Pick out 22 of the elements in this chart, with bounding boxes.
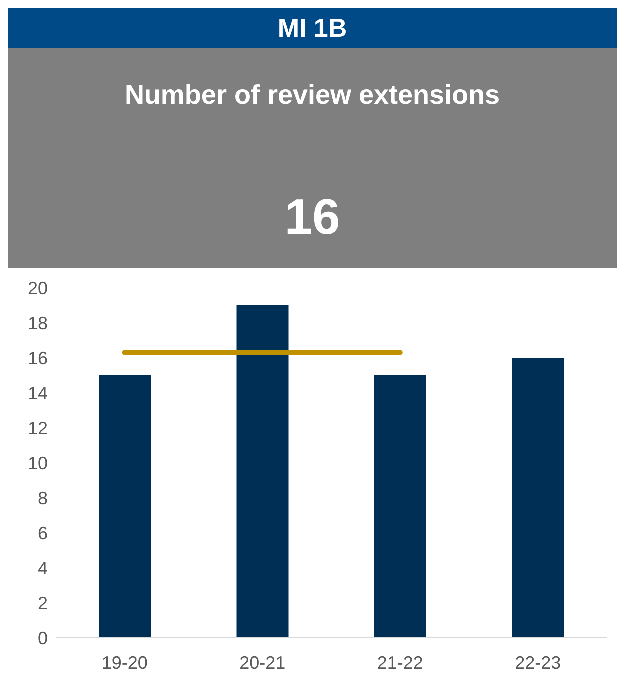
x-tick-label: 21-22 <box>377 652 424 673</box>
y-tick-label: 6 <box>38 523 48 544</box>
x-tick-label: 22-23 <box>515 652 562 673</box>
bar <box>374 376 426 638</box>
text: 16 <box>284 188 342 246</box>
chart-title: MI 1B <box>8 8 617 48</box>
y-tick-label: 10 <box>28 453 48 474</box>
y-tick-label: 14 <box>28 383 48 404</box>
y-tick-label: 0 <box>38 628 48 648</box>
y-tick-label: 20 <box>28 278 48 298</box>
y-tick-label: 18 <box>28 313 48 334</box>
x-tick-label: 19-20 <box>102 652 148 673</box>
y-tick-label: 4 <box>38 558 48 578</box>
x-tick-label: 20-21 <box>240 652 286 673</box>
y-tick-label: 2 <box>38 593 48 614</box>
y-tick-label: 16 <box>28 348 48 368</box>
bar <box>236 306 289 638</box>
bar <box>99 376 151 638</box>
y-tick-label: 8 <box>38 488 48 508</box>
bar <box>512 358 564 638</box>
chart-subtitle: Number of review extensions <box>124 79 502 111</box>
y-tick-label: 12 <box>28 418 48 438</box>
